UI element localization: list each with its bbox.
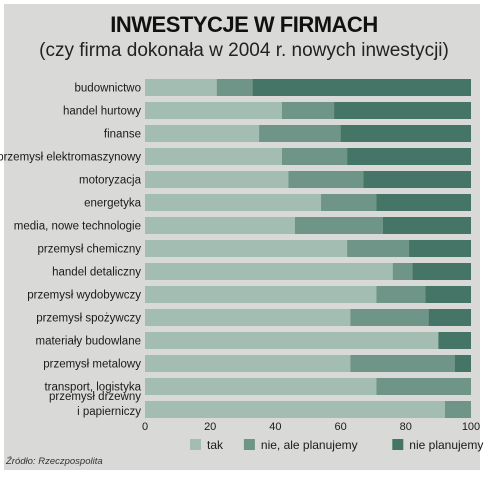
bar-1-2 (145, 102, 282, 119)
bar-2-5 (288, 171, 364, 188)
bar-1-6 (145, 194, 322, 211)
bar-3-10 (425, 286, 471, 303)
category-label: transport, logistyka (44, 382, 141, 394)
category-label: motoryzacja (79, 175, 142, 187)
bar-3-11 (428, 309, 471, 326)
x-tick-label: 100 (462, 421, 480, 433)
bar-3-2 (334, 102, 471, 119)
x-tick-label: 40 (269, 421, 281, 433)
bar-2-15 (444, 401, 471, 418)
category-label: handel hurtowy (63, 106, 141, 118)
category-label: budownictwo (75, 83, 141, 95)
category-label: media, nowe technologie (14, 221, 141, 233)
bar-3-13 (454, 355, 471, 372)
category-label: materiały budowlane (36, 336, 141, 348)
bar-2-1 (216, 79, 253, 96)
legend-swatch (190, 439, 201, 450)
bar-2-3 (259, 125, 341, 142)
legend-swatch (243, 439, 255, 450)
bar-3-9 (412, 263, 471, 280)
x-tick-label: 20 (204, 421, 216, 433)
bar-3-3 (340, 125, 471, 142)
category-label: handel detaliczny (52, 267, 141, 279)
bar-3-5 (363, 171, 471, 188)
bar-1-15 (145, 401, 445, 418)
x-tick-label: 80 (400, 421, 412, 433)
bar-3-6 (376, 194, 471, 211)
bar-1-5 (145, 171, 289, 188)
chart-title: INWESTYCJE W FIRMACH (110, 12, 378, 37)
chart-subtitle: (czy firma dokonała w 2004 r. nowych inw… (39, 40, 449, 61)
bar-2-11 (350, 309, 429, 326)
category-label: i papierniczy (77, 406, 141, 418)
bar-1-11 (145, 309, 351, 326)
bar-2-2 (281, 102, 335, 119)
category-label: przemysł elektromaszynowy (0, 152, 141, 164)
bar-3-7 (382, 217, 471, 234)
bar-2-10 (376, 286, 426, 303)
bar-2-8 (347, 240, 410, 257)
bar-2-14 (376, 378, 471, 395)
category-label: przemysł wydobywczy (27, 290, 141, 302)
category-label: przemysł spożywczy (36, 313, 141, 325)
bar-3-4 (347, 148, 471, 165)
bar-1-3 (145, 125, 260, 142)
category-label: finanse (104, 129, 141, 141)
legend-label: nie, ale planujemy (261, 438, 358, 452)
category-label: przemysł metalowy (43, 359, 141, 371)
bar-1-7 (145, 217, 295, 234)
bar-1-9 (145, 263, 393, 280)
bar-1-8 (145, 240, 348, 257)
bar-3-8 (409, 240, 471, 257)
bar-1-1 (145, 79, 217, 96)
bar-1-4 (145, 148, 282, 165)
category-label: energetyka (84, 198, 142, 210)
bar-3-1 (252, 79, 471, 96)
legend-swatch (392, 439, 404, 450)
bar-2-13 (350, 355, 455, 372)
category-label: przemysł chemiczny (37, 244, 141, 256)
bar-1-10 (145, 286, 377, 303)
bar-2-4 (281, 148, 348, 165)
bar-1-14 (145, 378, 377, 395)
source-note: Źródło: Rzeczpospolita (6, 456, 103, 467)
legend-label: nie planujemy (409, 438, 483, 452)
x-tick-label: 60 (334, 421, 346, 433)
category-label: przemysł drzewny (49, 391, 141, 403)
bar-1-12 (145, 332, 439, 349)
bar-2-6 (321, 194, 377, 211)
x-tick-label: 0 (142, 421, 148, 433)
legend-label: tak (207, 438, 224, 452)
bar-1-13 (145, 355, 351, 372)
bar-2-7 (294, 217, 383, 234)
bar-3-12 (438, 332, 471, 349)
bar-2-9 (392, 263, 413, 280)
